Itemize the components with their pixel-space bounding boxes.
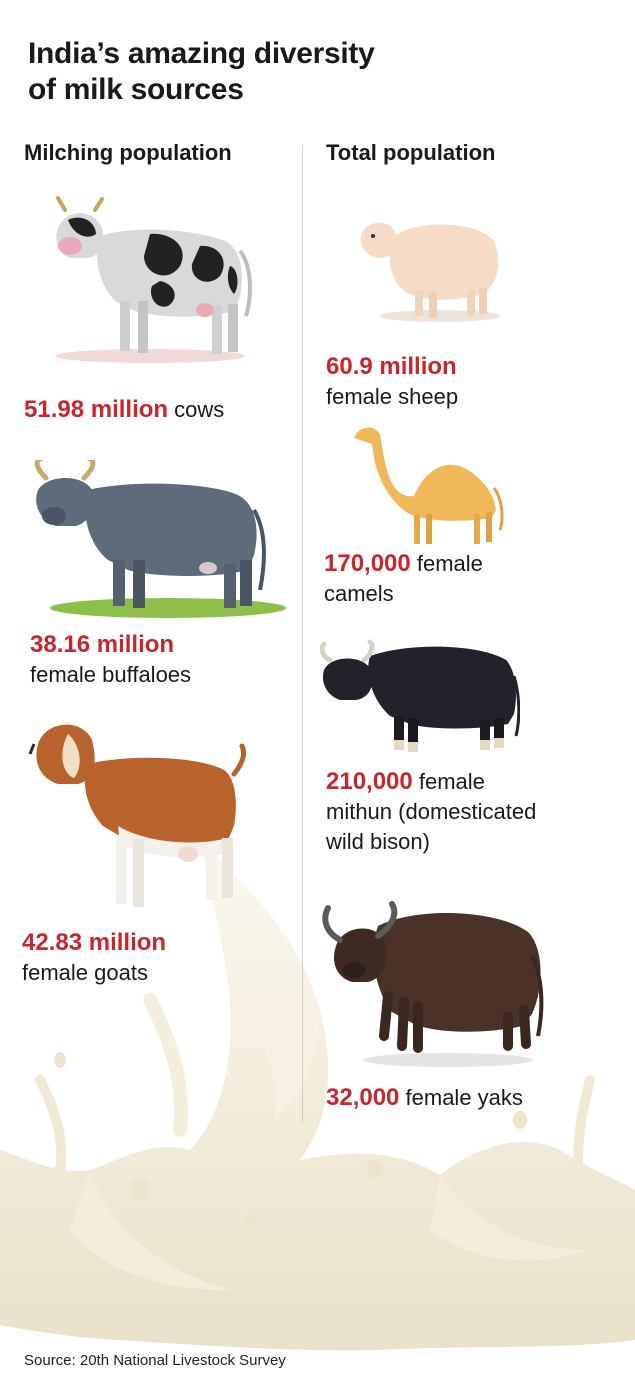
mithun-label-1: female [412,769,485,794]
page-title: India’s amazing diversity of milk source… [28,36,375,108]
title-line-1: India’s amazing diversity [28,37,375,70]
left-column-header: Milching population [24,140,232,165]
camel-icon [354,427,504,544]
column-divider [302,146,303,1122]
goat-value: 42.83 million [22,929,167,956]
title-line-2: of milk sources [28,73,244,106]
buffalo-label: female buffaloes [30,662,192,687]
goat-label: female goats [22,960,148,985]
yak-stat: 32,000 female yaks [326,1083,523,1113]
right-column-header: Total population [326,140,496,165]
sheep-icon [360,222,500,322]
yak-icon [322,901,544,1067]
cow-value: 51.98 million [24,396,169,423]
mithun-label-2: mithun (domesticated [326,799,537,824]
sheep-stat: 60.9 million female sheep [326,352,458,412]
yak-label: female yaks [399,1085,523,1110]
mithun-icon [320,639,520,752]
buffalo-icon [34,460,286,618]
goat-icon [28,724,247,907]
mithun-label-3: wild bison) [326,829,430,854]
buffalo-value: 38.16 million [30,631,175,658]
mithun-value: 210,000 [326,768,413,795]
cow-stat: 51.98 million cows [24,395,224,425]
goat-stat: 42.83 million female goats [22,928,166,988]
buffalo-stat: 38.16 million female buffaloes [30,630,191,690]
mithun-stat: 210,000 female mithun (domesticated wild… [326,767,536,857]
camel-value: 170,000 [324,550,411,577]
source-note: Source: 20th National Livestock Survey [24,1352,286,1369]
sheep-label: female sheep [326,384,459,409]
sheep-value: 60.9 million [326,353,457,380]
cow-icon [55,196,252,363]
camel-label-2: camels [324,581,394,606]
yak-value: 32,000 [326,1084,400,1111]
camel-stat: 170,000 female camels [324,549,483,609]
camel-label-1: female [410,551,483,576]
cow-label: cows [168,397,225,422]
